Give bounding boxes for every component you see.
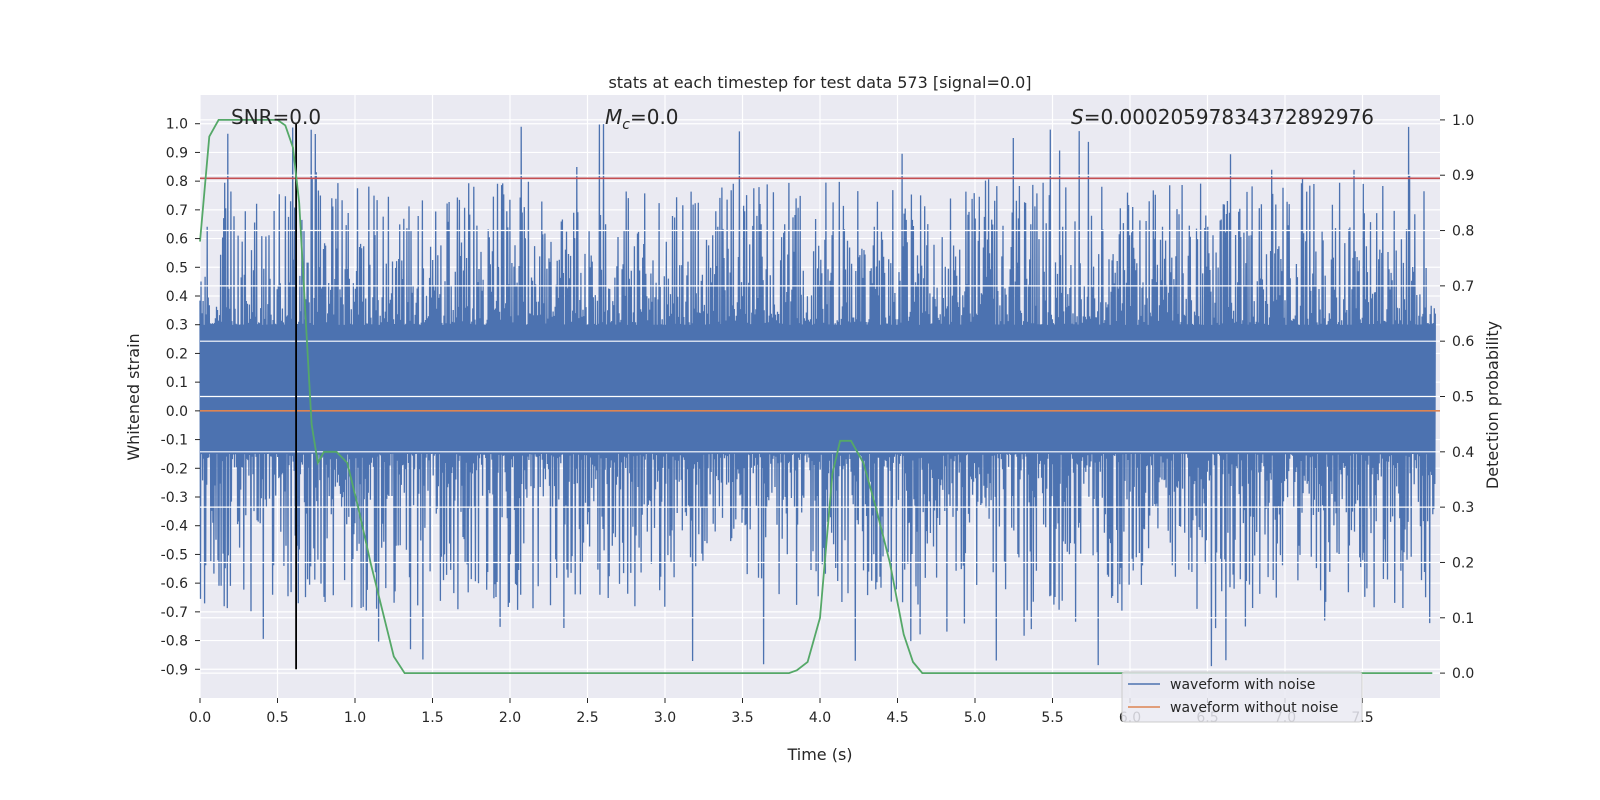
y-tick-label: -0.7 xyxy=(161,605,188,621)
y-tick-label: -0.9 xyxy=(161,662,188,678)
y-tick-label: 0.4 xyxy=(166,289,188,305)
x-tick-label: 2.0 xyxy=(499,710,521,726)
x-tick-label: 5.0 xyxy=(964,710,986,726)
x-tick-label: 3.0 xyxy=(654,710,676,726)
y-tick-label: -0.5 xyxy=(161,547,188,563)
y2-tick-label: 0.8 xyxy=(1452,224,1474,240)
statistic-annotation: S=0.00020597834372892976 xyxy=(1071,105,1374,129)
chirp-mass-subscript: c xyxy=(622,117,630,133)
x-tick-label: 0.0 xyxy=(189,710,211,726)
y-tick-labels: 1.0 0.9 0.8 0.7 0.6 0.5 0.4 0.3 0.2 0.1 0.0 -0.1 -0.… xyxy=(161,117,200,678)
y-tick-label: 0.8 xyxy=(166,174,188,190)
y-tick-label: -0.1 xyxy=(161,433,188,449)
x-axis-label: Time (s) xyxy=(786,745,852,764)
detection-probability-line xyxy=(199,119,1433,674)
statistic-value: =0.00020597834372892976 xyxy=(1084,105,1374,129)
y-tick-label: 0.5 xyxy=(166,260,188,276)
statistic-symbol: S xyxy=(1071,105,1084,129)
y-tick-label: 0.0 xyxy=(166,404,188,420)
x-tick-label: 4.0 xyxy=(809,710,831,726)
y-tick-label: 1.0 xyxy=(166,117,188,133)
y2-tick-label: 0.6 xyxy=(1452,334,1474,350)
y-axis-label: Whitened strain xyxy=(124,333,143,460)
y-tick-label: 0.1 xyxy=(166,375,188,391)
y2-tick-label: 0.3 xyxy=(1452,500,1474,516)
y-tick-label: -0.8 xyxy=(161,634,188,650)
y2-tick-label: 0.0 xyxy=(1452,666,1474,682)
y2-tick-label: 0.2 xyxy=(1452,555,1474,571)
y-tick-label: 0.9 xyxy=(166,145,188,161)
x-tick-label: 5.5 xyxy=(1041,710,1063,726)
y2-tick-label: 0.7 xyxy=(1452,279,1474,295)
y-tick-label: 0.6 xyxy=(166,232,188,248)
y2-tick-label: 0.1 xyxy=(1452,611,1474,627)
x-tick-label: 1.5 xyxy=(421,710,443,726)
y-tick-label: -0.6 xyxy=(161,576,188,592)
chirp-mass-value: =0.0 xyxy=(630,105,679,129)
y2-tick-label: 0.9 xyxy=(1452,168,1474,184)
legend: waveform with noise waveform without noi… xyxy=(1121,671,1363,723)
chirp-mass-symbol: M xyxy=(605,105,622,129)
y-tick-label: -0.3 xyxy=(161,490,188,506)
y-tick-label: 0.7 xyxy=(166,203,188,219)
y2-tick-label: 1.0 xyxy=(1452,113,1474,129)
legend-label-waveform-with-noise: waveform with noise xyxy=(1170,677,1315,693)
legend-box xyxy=(1121,671,1363,723)
x-tick-label: 2.5 xyxy=(576,710,598,726)
x-tick-label: 0.5 xyxy=(266,710,288,726)
y-tick-label: -0.4 xyxy=(161,519,188,535)
legend-label-waveform-without-noise: waveform without noise xyxy=(1170,700,1338,716)
y-tick-label: 0.3 xyxy=(166,318,188,334)
chart-title: stats at each timestep for test data 573… xyxy=(608,73,1031,92)
chirp-mass-annotation: Mc=0.0 xyxy=(605,105,679,133)
y2-tick-label: 0.4 xyxy=(1452,445,1474,461)
x-tick-label: 1.0 xyxy=(344,710,366,726)
waveform-with-noise-series xyxy=(199,124,1436,667)
y-tick-label: 0.2 xyxy=(166,346,188,362)
waveform-with-noise-path xyxy=(199,124,1436,667)
x-tick-label: 4.5 xyxy=(886,710,908,726)
y2-axis-label: Detection probability xyxy=(1483,321,1502,489)
y-tick-label: -0.2 xyxy=(161,461,188,477)
snr-annotation: SNR=0.0 xyxy=(231,105,321,129)
y2-tick-label: 0.5 xyxy=(1452,390,1474,406)
y2-tick-labels: 1.0 0.9 0.8 0.7 0.6 0.5 0.4 0.3 0.2 0.1 0.0 xyxy=(1440,113,1474,682)
x-tick-label: 3.5 xyxy=(731,710,753,726)
